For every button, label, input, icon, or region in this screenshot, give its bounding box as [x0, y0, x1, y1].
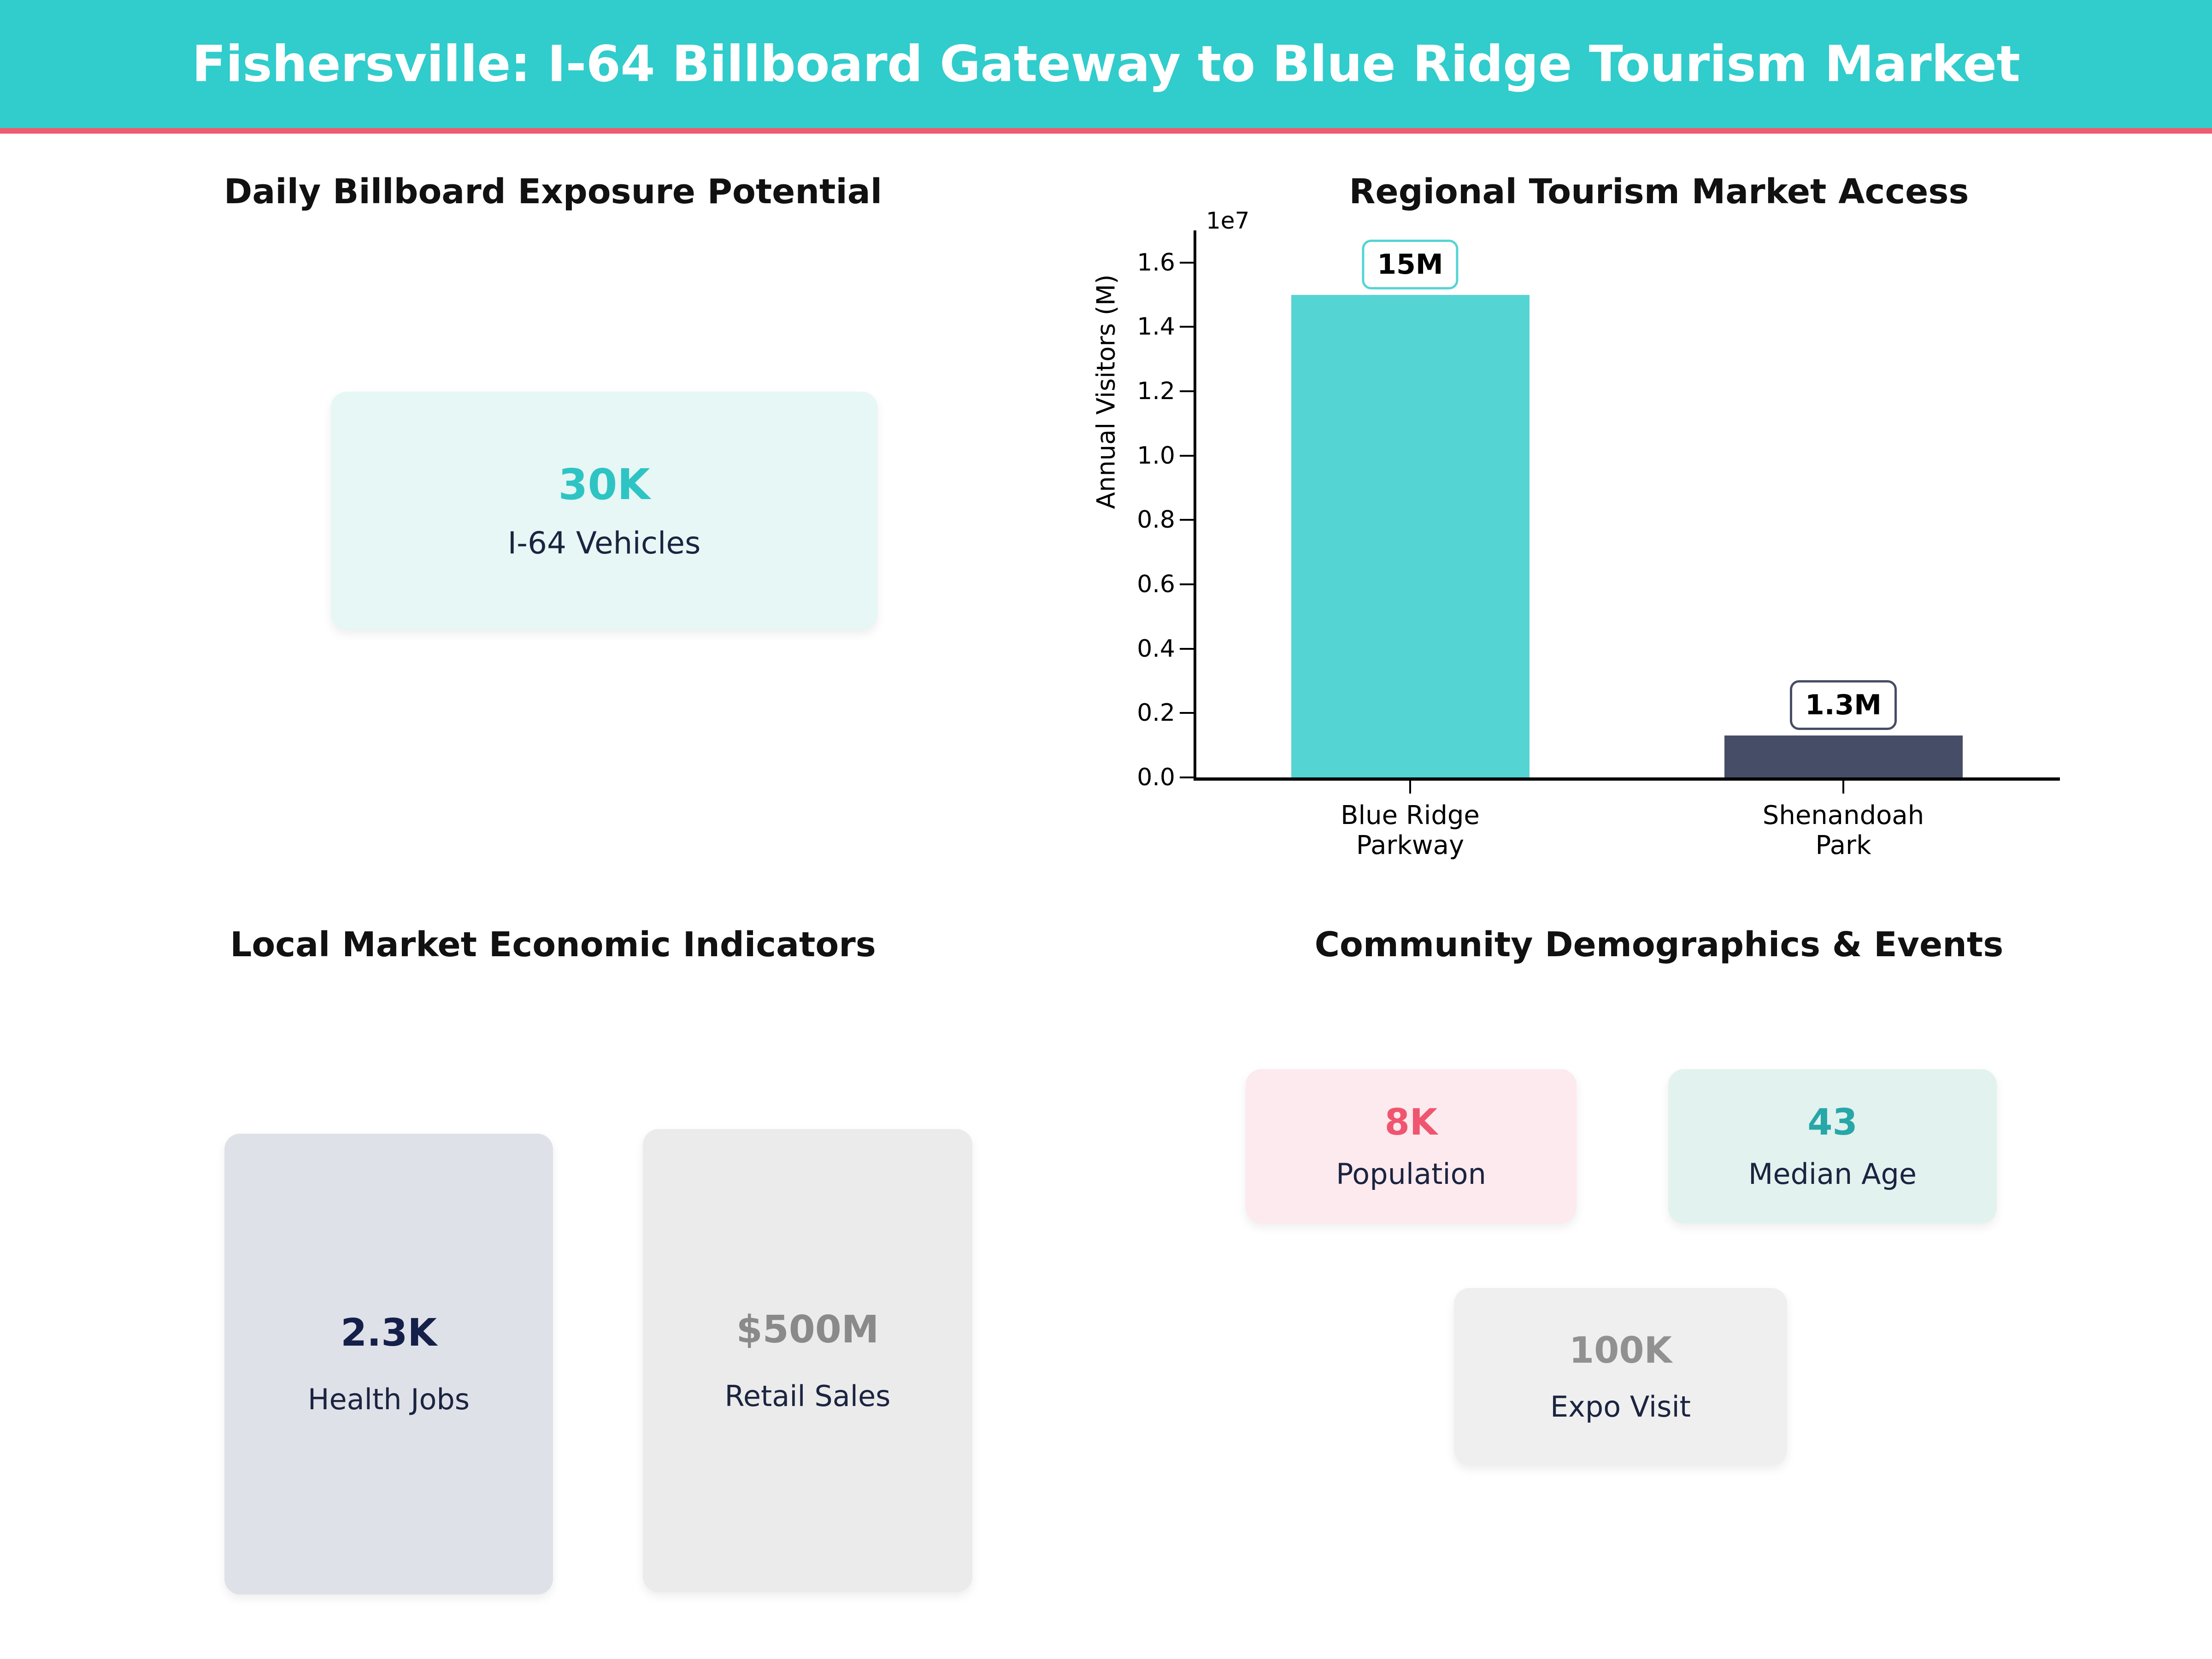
y-tick-mark: [1180, 261, 1194, 264]
panel-daily-billboard-exposure: Daily Billboard Exposure Potential 30K I…: [0, 134, 1106, 899]
bar-value-label-2: 1.3M: [1790, 680, 1897, 730]
y-tick-mark: [1180, 647, 1194, 650]
bar-chart-regional-tourism: 1e7 Annual Visitors (M) 0.0 0.2 0.4 0.6 0.8 1…: [0, 0, 2060, 860]
kpi-value-retail-sales: $500M: [736, 1307, 879, 1352]
panel-title-economic: Local Market Economic Indicators: [230, 925, 876, 965]
x-tick-mark: [1842, 781, 1844, 794]
y-tick-mark: [1180, 777, 1194, 778]
kpi-value-population: 8K: [1384, 1101, 1438, 1143]
page-title: Fishersville: I-64 Billboard Gateway to …: [192, 35, 2020, 93]
y-tick-mark: [1180, 454, 1194, 457]
kpi-value-expo-visit: 100K: [1569, 1330, 1672, 1371]
panel-regional-tourism-market-access: Regional Tourism Market Access: [1106, 134, 2212, 899]
kpi-label-median-age: Median Age: [1748, 1157, 1917, 1191]
kpi-value-i64-vehicles: 30K: [558, 459, 650, 509]
panel-title-community: Community Demographics & Events: [1314, 925, 2004, 965]
panel-community-demographics-events: Community Demographics & Events 8K Popul…: [1106, 899, 2212, 1659]
y-tick-label: 1.6: [1137, 248, 1175, 276]
y-tick-mark: [1180, 326, 1194, 328]
y-tick-label: 1.0: [1137, 441, 1175, 470]
y-tick-label: 0.8: [1137, 506, 1175, 534]
bar-1: [1291, 294, 1530, 777]
x-tick-mark: [1409, 781, 1411, 794]
bar-2: [1724, 735, 1963, 777]
y-tick-mark: [1180, 519, 1194, 521]
x-tick-label: Blue Ridge Parkway: [1341, 800, 1480, 860]
axis-offset-text: 1e7: [1206, 207, 1250, 234]
kpi-card-retail-sales[interactable]: $500M Retail Sales: [643, 1129, 972, 1592]
y-tick-label: 0.0: [1137, 764, 1175, 791]
y-tick-label: 1.2: [1137, 377, 1175, 406]
x-tick-label: Shenandoah Park: [1762, 800, 1924, 860]
kpi-value-health-jobs: 2.3K: [341, 1311, 437, 1355]
kpi-card-health-jobs[interactable]: 2.3K Health Jobs: [224, 1134, 553, 1594]
y-tick-mark: [1180, 583, 1194, 586]
kpi-label-retail-sales: Retail Sales: [724, 1379, 891, 1413]
kpi-value-median-age: 43: [1807, 1101, 1858, 1143]
kpi-card-expo-visit[interactable]: 100K Expo Visit: [1454, 1288, 1787, 1465]
panel-title-tourism: Regional Tourism Market Access: [1349, 172, 1969, 212]
y-tick-label: 0.4: [1137, 635, 1175, 663]
panel-local-market-economic-indicators: Local Market Economic Indicators 2.3K He…: [0, 899, 1106, 1659]
kpi-card-population[interactable]: 8K Population: [1246, 1069, 1577, 1224]
y-tick-label: 1.4: [1137, 313, 1175, 341]
kpi-label-expo-visit: Expo Visit: [1550, 1389, 1691, 1424]
kpi-label-i64-vehicles: I-64 Vehicles: [507, 525, 701, 561]
y-axis-spine: [1194, 230, 1196, 780]
kpi-label-population: Population: [1336, 1157, 1486, 1191]
header-accent-bar: [0, 128, 2212, 134]
kpi-card-median-age[interactable]: 43 Median Age: [1668, 1069, 1997, 1224]
x-axis-spine: [1194, 777, 2060, 781]
panel-title-exposure: Daily Billboard Exposure Potential: [224, 172, 882, 212]
page-header: Fishersville: I-64 Billboard Gateway to …: [0, 0, 2212, 128]
y-tick-label: 0.2: [1137, 699, 1175, 727]
y-tick-label: 0.6: [1137, 571, 1175, 599]
y-tick-mark: [1180, 712, 1194, 714]
kpi-label-health-jobs: Health Jobs: [307, 1382, 470, 1416]
kpi-card-i64-vehicles[interactable]: 30K I-64 Vehicles: [331, 392, 877, 630]
bar-value-label-1: 15M: [1362, 239, 1459, 289]
y-tick-mark: [1180, 390, 1194, 393]
